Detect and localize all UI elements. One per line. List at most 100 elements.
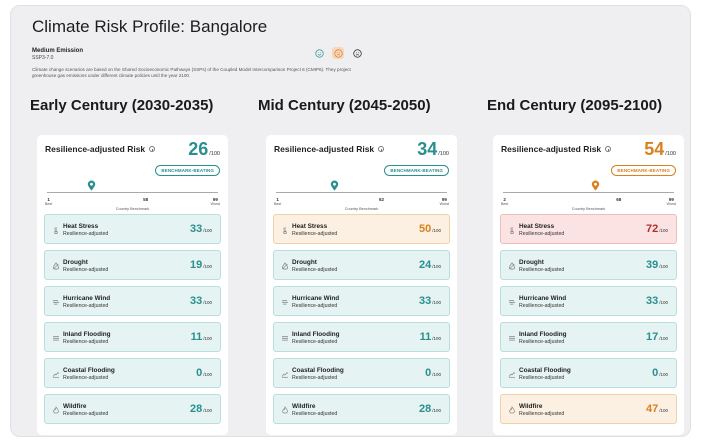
hazard-name: Hurricane Wind	[63, 295, 111, 302]
overall-score-value: 54	[644, 139, 665, 159]
hazard-subtitle: Resilience-adjusted	[63, 339, 109, 345]
hazard-name: Coastal Flooding	[519, 367, 571, 374]
country-benchmark-label: Country Benchmark	[115, 207, 150, 211]
hazard-name: Heat Stress	[519, 223, 555, 230]
hazard-score-denominator: /100	[432, 372, 441, 377]
hazard-name: Heat Stress	[292, 223, 328, 230]
hazard-score: 11/100	[191, 331, 212, 343]
scale-benchmark-value: 58	[143, 197, 149, 202]
emission-description: Climate change scenarios are based on th…	[32, 67, 351, 78]
hazard-score: 24/100	[419, 259, 441, 271]
period-risk-card: Resilience-adjusted Risk 26/100 BENCHMARK-…	[37, 135, 228, 435]
hazard-name: Inland Flooding	[63, 331, 111, 338]
risk-scale-track	[276, 192, 447, 193]
scale-benchmark: 68	[616, 197, 621, 202]
drought-icon	[508, 262, 516, 270]
flood-icon	[509, 336, 515, 341]
scale-worst-value: 99	[668, 197, 674, 202]
hazard-row[interactable]: Wildfire Resilience-adjusted 47/100	[500, 394, 677, 424]
scale-best: 1 Best	[45, 197, 52, 206]
hazard-score-value: 33	[189, 223, 203, 235]
medium-emission-face-icon[interactable]	[332, 47, 344, 59]
hazard-score-value: 0	[652, 367, 659, 379]
hazard-subtitle: Resilience-adjusted	[292, 267, 338, 273]
hazard-score-value: 33	[418, 295, 432, 307]
overall-score-value: 34	[417, 139, 438, 159]
hazard-row[interactable]: Heat Stress Resilience-adjusted 33/100	[44, 214, 221, 244]
hazard-score: 11/100	[420, 331, 441, 343]
risk-marker-pin-icon	[591, 180, 600, 191]
hazard-subtitle: Resilience-adjusted	[519, 267, 565, 273]
scale-worst: 99 Worst	[211, 197, 220, 206]
scale-best-label: Best	[501, 202, 509, 206]
period-risk-card: Resilience-adjusted Risk 34/100 BENCHMARK-…	[266, 135, 457, 435]
emission-code: SSP3-7.0	[32, 55, 54, 61]
hazard-name: Wildfire	[292, 403, 316, 410]
info-icon[interactable]	[605, 146, 612, 152]
info-icon[interactable]	[149, 146, 156, 152]
hazard-row[interactable]: Inland Flooding Resilience-adjusted 17/100	[500, 322, 677, 352]
hazard-name: Hurricane Wind	[292, 295, 340, 302]
coastal-flood-icon	[52, 371, 60, 378]
page-title: Climate Risk Profile: Bangalore	[32, 17, 268, 36]
scale-best-value: 1	[47, 197, 50, 202]
hazard-score-value: 19	[189, 259, 203, 271]
hazard-score-value: 50	[418, 223, 432, 235]
hazard-score-value: 47	[645, 403, 659, 415]
hazard-row[interactable]: Drought Resilience-adjusted 39/100	[500, 250, 677, 280]
hazard-row[interactable]: Drought Resilience-adjusted 19/100	[44, 250, 221, 280]
hazard-name: Hurricane Wind	[519, 295, 567, 302]
risk-marker-pin-icon	[87, 180, 96, 191]
hazard-score-denominator: /100	[432, 264, 441, 269]
info-icon[interactable]	[378, 146, 385, 152]
risk-label-text: Resilience-adjusted Risk	[501, 144, 602, 154]
emission-scenario-info: Medium Emission SSP3-7.0 Climate change …	[32, 48, 372, 79]
low-emission-face-icon[interactable]	[313, 47, 325, 59]
hazard-score-denominator: /100	[203, 372, 212, 377]
overall-score: 34/100	[417, 139, 449, 160]
hazard-subtitle: Resilience-adjusted	[519, 411, 565, 417]
hazard-name: Wildfire	[63, 403, 87, 410]
risk-scale-ticks: 1 Best 58 99 Worst	[45, 197, 220, 213]
period-heading: Early Century (2030-2035)	[30, 97, 214, 114]
hazard-subtitle: Resilience-adjusted	[519, 231, 565, 237]
hazard-score-value: 11	[419, 331, 432, 343]
hazard-score-denominator: /100	[203, 336, 212, 341]
high-emission-face-icon[interactable]	[351, 47, 363, 59]
hazard-row[interactable]: Coastal Flooding Resilience-adjusted 0/100	[273, 358, 450, 388]
hazard-row[interactable]: Inland Flooding Resilience-adjusted 11/100	[273, 322, 450, 352]
hazard-row[interactable]: Drought Resilience-adjusted 24/100	[273, 250, 450, 280]
hazard-score: 39/100	[646, 259, 668, 271]
hazard-subtitle: Resilience-adjusted	[292, 411, 338, 417]
flood-icon	[282, 336, 288, 341]
hazard-score-value: 28	[418, 403, 432, 415]
hazard-score-denominator: /100	[659, 372, 668, 377]
scale-best-label: Best	[274, 202, 282, 206]
wind-icon	[282, 300, 288, 305]
period-risk-card: Resilience-adjusted Risk 54/100 BENCHMARK-…	[493, 135, 684, 435]
hazard-row[interactable]: Wildfire Resilience-adjusted 28/100	[44, 394, 221, 424]
hazard-name: Inland Flooding	[292, 331, 340, 338]
hazard-row[interactable]: Hurricane Wind Resilience-adjusted 33/100	[273, 286, 450, 316]
hazard-row[interactable]: Coastal Flooding Resilience-adjusted 0/100	[500, 358, 677, 388]
hazard-subtitle: Resilience-adjusted	[292, 375, 338, 381]
hazard-row[interactable]: Heat Stress Resilience-adjusted 72/100	[500, 214, 677, 244]
country-benchmark-label: Country Benchmark	[571, 207, 606, 211]
hazard-row[interactable]: Heat Stress Resilience-adjusted 50/100	[273, 214, 450, 244]
hazard-row[interactable]: Wildfire Resilience-adjusted 28/100	[273, 394, 450, 424]
overall-score-denominator: /100	[665, 151, 676, 157]
hazard-name: Coastal Flooding	[292, 367, 344, 374]
hazard-row[interactable]: Inland Flooding Resilience-adjusted 11/100	[44, 322, 221, 352]
emission-name: Medium Emission	[32, 48, 84, 54]
hazard-subtitle: Resilience-adjusted	[519, 375, 565, 381]
hazard-score-value: 11	[190, 331, 203, 343]
hazard-row[interactable]: Hurricane Wind Resilience-adjusted 33/100	[500, 286, 677, 316]
hazard-score: 19/100	[190, 259, 212, 271]
drought-icon	[281, 262, 289, 270]
hazard-name: Inland Flooding	[519, 331, 567, 338]
hazard-score-denominator: /100	[203, 228, 212, 233]
hazard-subtitle: Resilience-adjusted	[292, 339, 338, 345]
hazard-subtitle: Resilience-adjusted	[292, 303, 338, 309]
hazard-row[interactable]: Coastal Flooding Resilience-adjusted 0/100	[44, 358, 221, 388]
hazard-row[interactable]: Hurricane Wind Resilience-adjusted 33/100	[44, 286, 221, 316]
